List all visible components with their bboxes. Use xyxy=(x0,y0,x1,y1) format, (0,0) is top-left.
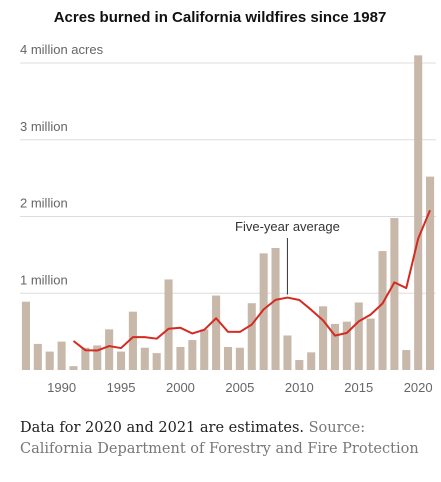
bar xyxy=(354,302,363,370)
bar xyxy=(33,343,42,370)
bar xyxy=(295,360,304,370)
bar xyxy=(390,218,399,370)
bar xyxy=(212,295,221,370)
bar xyxy=(200,329,209,370)
bar xyxy=(319,306,328,370)
annotation: Five-year average xyxy=(235,219,340,234)
bar xyxy=(223,346,233,370)
bar xyxy=(81,347,90,370)
bar xyxy=(152,353,161,370)
footnote: Data for 2020 and 2021 are estimates. So… xyxy=(20,418,420,460)
bar xyxy=(176,346,185,370)
x-tick-label: 2005 xyxy=(225,380,254,395)
average-line xyxy=(72,209,431,352)
x-tick-label: 2000 xyxy=(166,380,195,395)
x-tick-label: 1995 xyxy=(107,380,136,395)
bar xyxy=(271,247,280,370)
chart: Acres burned in California wildfires sin… xyxy=(20,9,436,395)
x-tick-label: 1990 xyxy=(47,380,76,395)
bar xyxy=(247,303,256,370)
bar xyxy=(57,341,66,370)
bar xyxy=(164,279,173,370)
bar xyxy=(140,347,149,370)
bar xyxy=(366,318,375,370)
bar xyxy=(414,55,423,370)
y-tick-label: 2 million xyxy=(20,196,68,211)
bar xyxy=(188,340,197,370)
y-tick-label: 4 million acres xyxy=(20,42,104,57)
bar xyxy=(69,366,78,370)
bar xyxy=(116,351,126,370)
source: Source: California Department of Forestr… xyxy=(20,420,419,457)
x-tick-label: 2020 xyxy=(404,380,433,395)
bar xyxy=(259,253,268,370)
bar xyxy=(93,345,102,370)
y-tick-label: 3 million xyxy=(20,119,68,134)
bar xyxy=(235,347,244,370)
bar xyxy=(342,321,351,370)
bar xyxy=(402,350,411,370)
x-tick-label: 2015 xyxy=(344,380,373,395)
chart-title: Acres burned in California wildfires sin… xyxy=(54,9,387,26)
bar xyxy=(378,251,387,370)
bar xyxy=(426,176,435,370)
bar xyxy=(330,323,340,370)
bar xyxy=(21,301,30,370)
x-tick-label: 2010 xyxy=(285,380,314,395)
bar xyxy=(105,329,114,370)
bar xyxy=(45,351,54,370)
y-tick-label: 1 million xyxy=(20,272,68,287)
bar xyxy=(307,352,316,370)
bar xyxy=(283,335,292,370)
bar xyxy=(128,311,137,370)
note: Data for 2020 and 2021 are estimates. xyxy=(20,420,304,436)
